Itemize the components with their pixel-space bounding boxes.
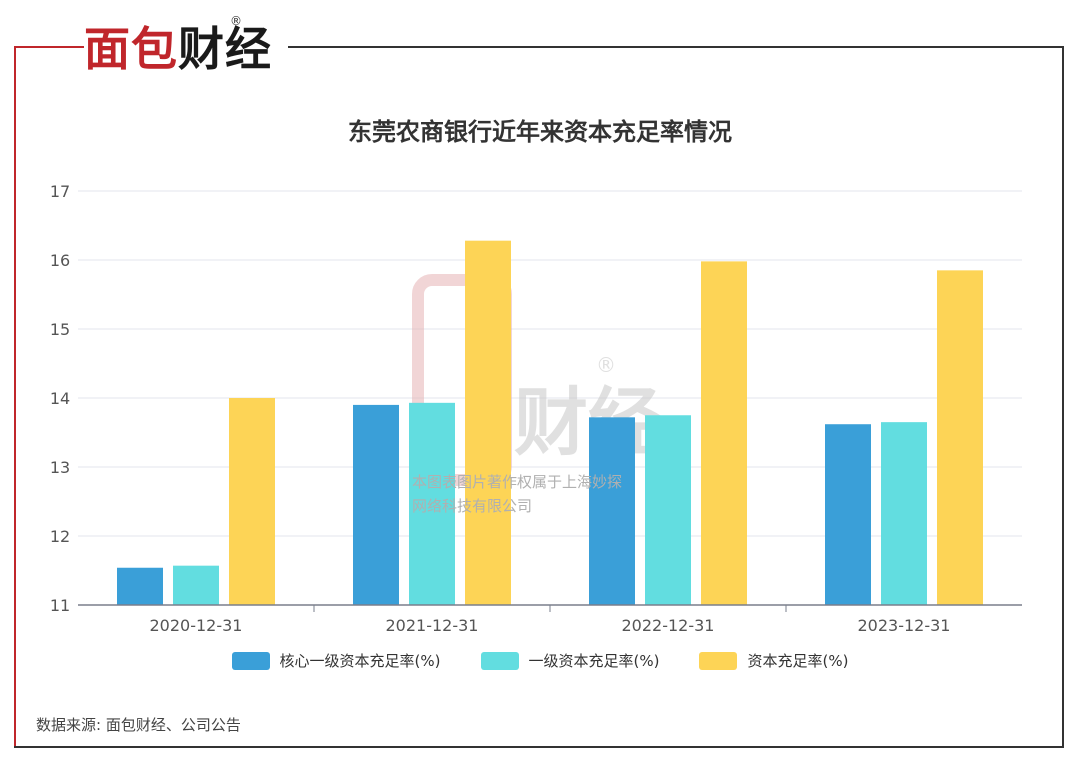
legend-label-total-capital: 资本充足率(%) bbox=[747, 652, 849, 670]
bars bbox=[117, 240, 983, 605]
brand-logo: 面包财经 ® bbox=[84, 14, 288, 78]
x-tick-label: 2020-12-31 bbox=[150, 616, 243, 635]
bar-tier1-2023-12-31 bbox=[881, 422, 927, 605]
frame-left-border bbox=[14, 48, 16, 748]
y-tick-label: 15 bbox=[50, 320, 70, 339]
watermark-copyright-line1: 本图表图片著作权属于上海妙探 bbox=[412, 473, 622, 491]
y-tick-label: 16 bbox=[50, 251, 70, 270]
y-tick-label: 17 bbox=[50, 182, 70, 201]
bar-core-tier1-2022-12-31 bbox=[589, 417, 635, 605]
x-tick-label: 2023-12-31 bbox=[858, 616, 951, 635]
logo-part2: 财经 bbox=[178, 22, 272, 76]
legend-item-core-tier1[interactable]: 核心一级资本充足率(%) bbox=[231, 650, 441, 671]
y-tick-label: 11 bbox=[50, 596, 70, 615]
logo-part1: 面包 bbox=[84, 22, 178, 76]
frame-top-left-border bbox=[14, 46, 84, 48]
frame-top-right-border bbox=[288, 46, 1064, 48]
legend-label-core-tier1: 核心一级资本充足率(%) bbox=[279, 652, 441, 670]
x-tick-label: 2022-12-31 bbox=[622, 616, 715, 635]
watermark-logo-text: 财经 bbox=[514, 380, 662, 466]
bar-tier1-2022-12-31 bbox=[645, 415, 691, 605]
frame-bottom-border bbox=[14, 746, 1064, 748]
y-tick-label: 13 bbox=[50, 458, 70, 477]
legend-item-total-capital[interactable]: 资本充足率(%) bbox=[699, 650, 848, 671]
x-tick-label: 2021-12-31 bbox=[386, 616, 479, 635]
bar-total-capital-2023-12-31 bbox=[937, 270, 983, 605]
legend-label-tier1: 一级资本充足率(%) bbox=[528, 652, 660, 670]
axes: 11 12 13 14 15 16 17 2020-12-31 2021-12-31 2022-1… bbox=[50, 182, 1022, 635]
bar-core-tier1-2020-12-31 bbox=[117, 567, 163, 605]
bar-tier1-2020-12-31 bbox=[173, 565, 219, 605]
bar-total-capital-2022-12-31 bbox=[701, 261, 747, 605]
frame-right-border bbox=[1062, 46, 1064, 748]
watermark-registered-mark: ® bbox=[596, 353, 616, 377]
y-tick-label: 12 bbox=[50, 527, 70, 546]
legend-swatch-core-tier1 bbox=[231, 651, 270, 670]
chart-title: 东莞农商银行近年来资本充足率情况 bbox=[348, 118, 732, 146]
registered-mark: ® bbox=[230, 14, 242, 28]
bar-tier1-2021-12-31 bbox=[409, 402, 455, 605]
legend: 核心一级资本充足率(%) 一级资本充足率(%) 资本充足率(%) bbox=[0, 650, 1080, 671]
watermark-copyright-line2: 网络科技有限公司 bbox=[412, 497, 532, 515]
legend-swatch-tier1 bbox=[480, 651, 519, 670]
data-source-note: 数据来源: 面包财经、公司公告 bbox=[36, 716, 241, 734]
legend-item-tier1[interactable]: 一级资本充足率(%) bbox=[480, 650, 660, 671]
bar-core-tier1-2021-12-31 bbox=[353, 404, 399, 605]
legend-swatch-total-capital bbox=[699, 651, 738, 670]
y-tick-label: 14 bbox=[50, 389, 70, 408]
bar-total-capital-2021-12-31 bbox=[465, 240, 511, 605]
bar-core-tier1-2023-12-31 bbox=[825, 424, 871, 605]
bar-total-capital-2020-12-31 bbox=[229, 398, 275, 605]
watermark-text: 本图表图片著作权属于上海妙探 网络科技有限公司 bbox=[412, 473, 622, 515]
